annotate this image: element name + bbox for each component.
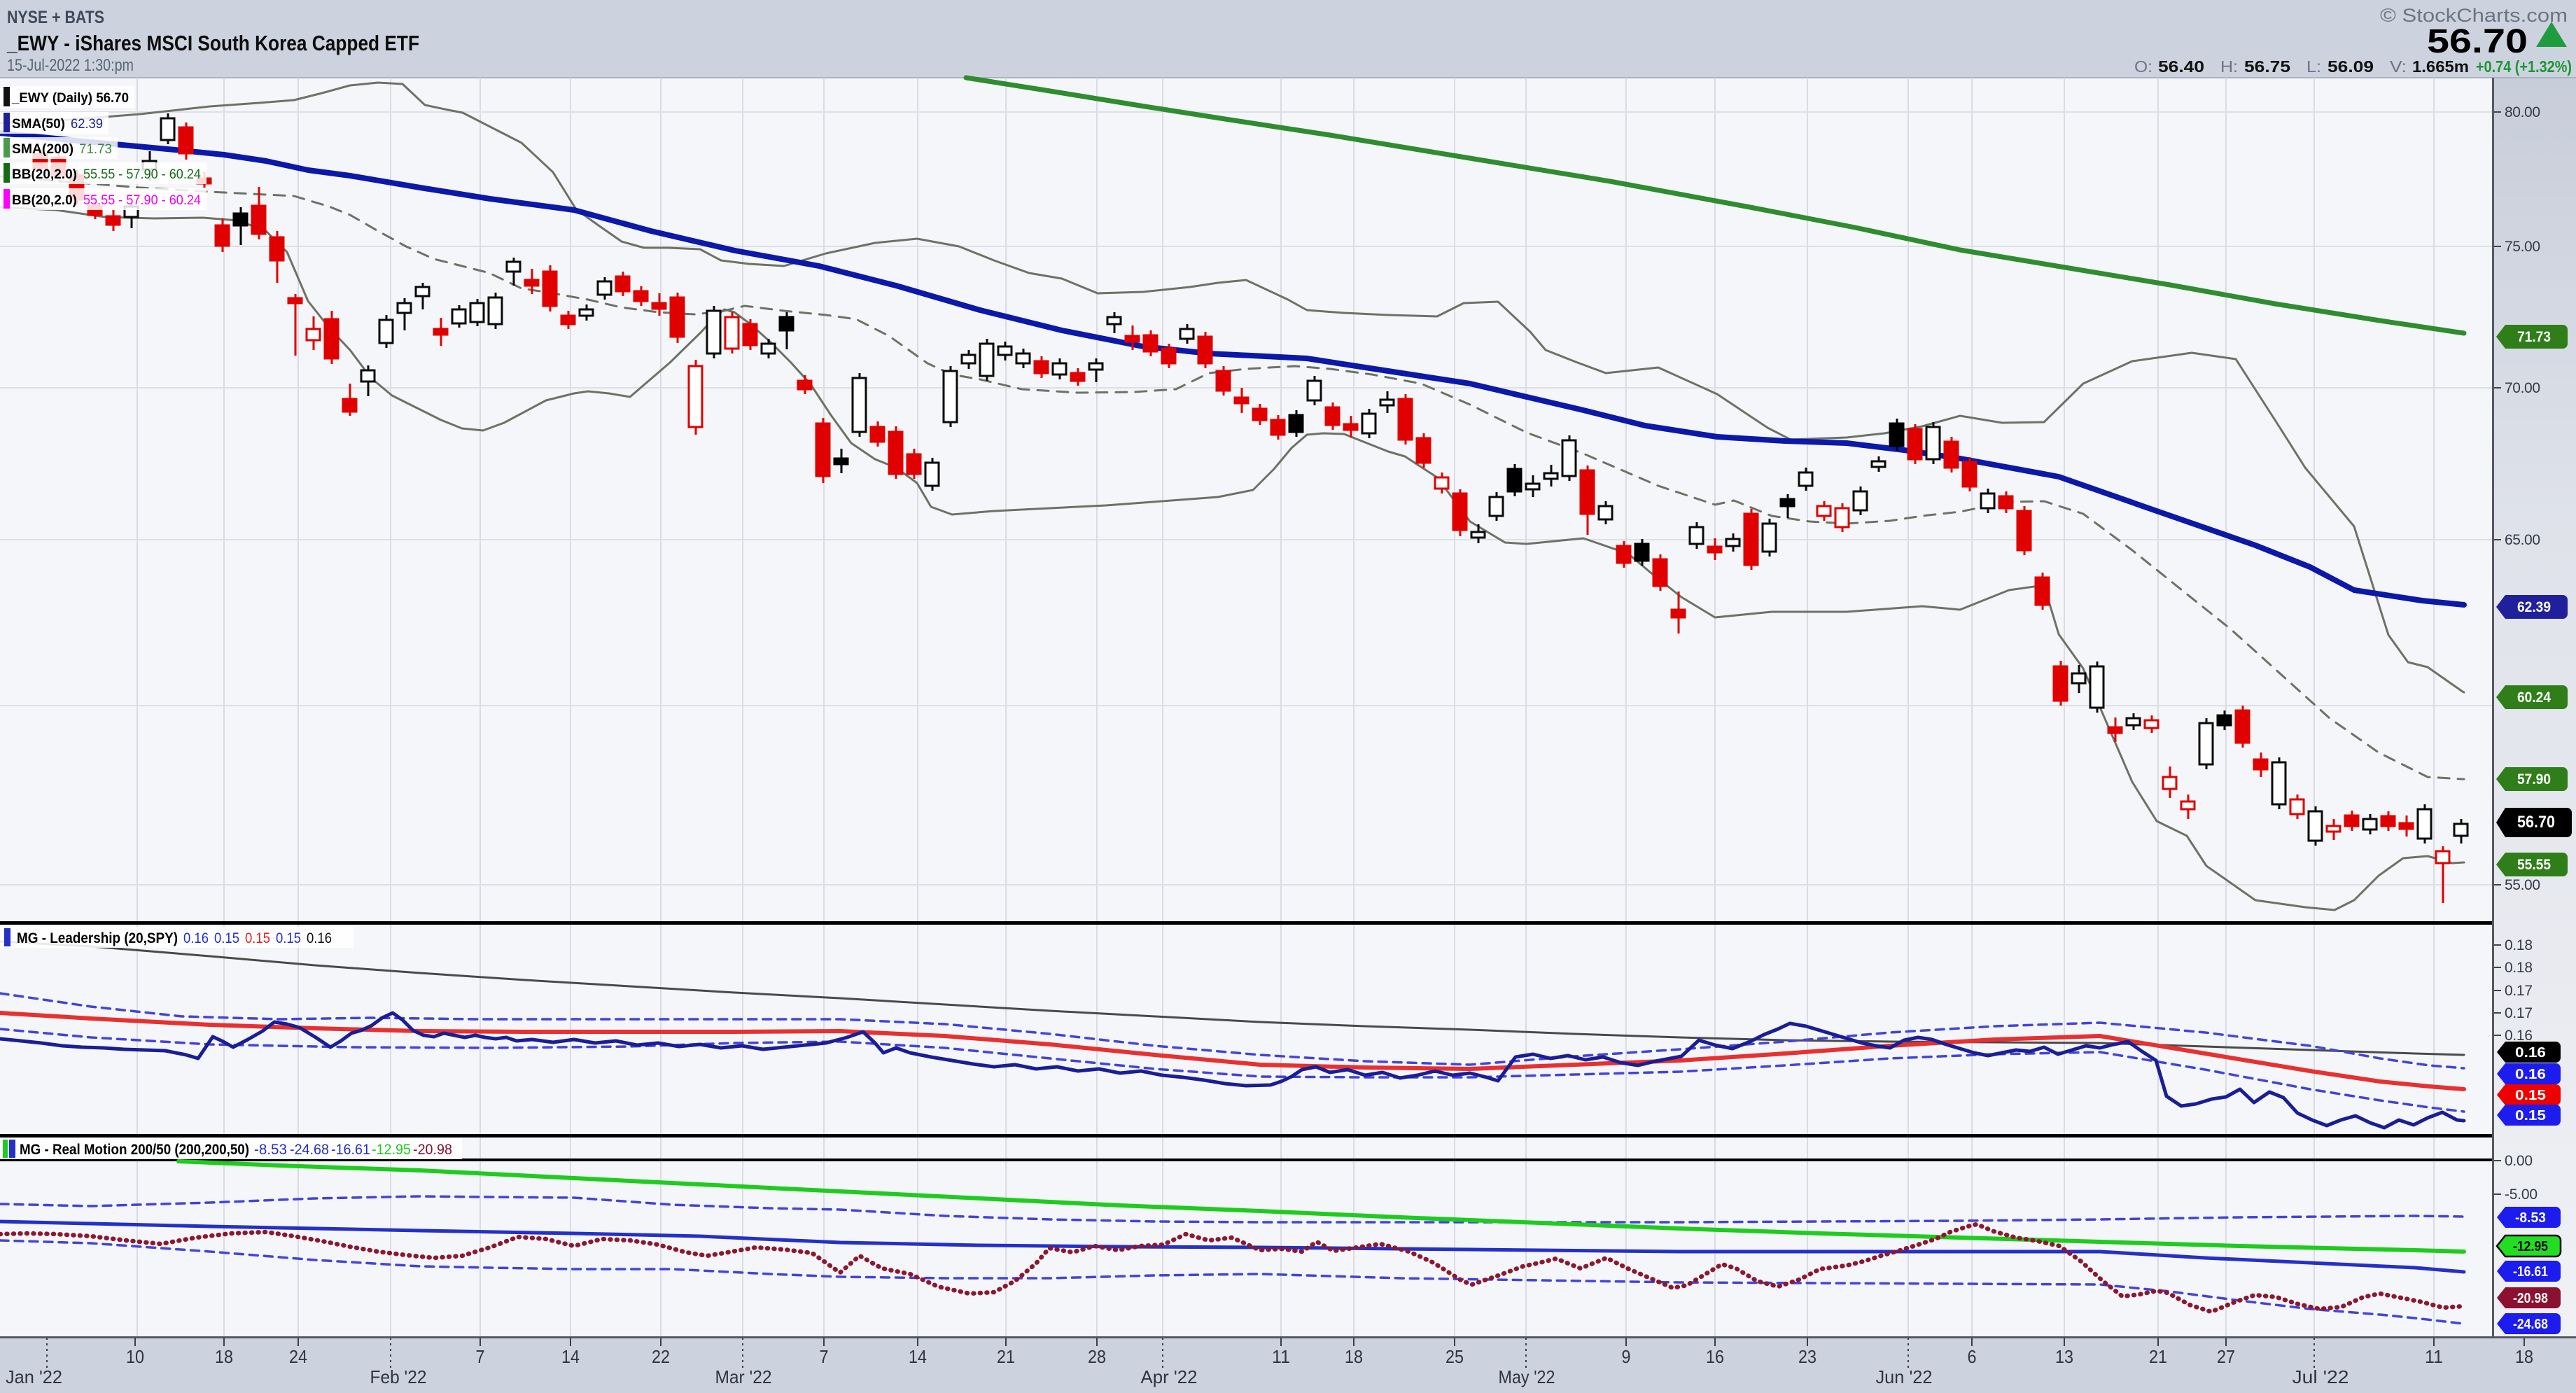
svg-text:24: 24 [289, 1346, 307, 1367]
svg-text:Mar '22: Mar '22 [715, 1366, 772, 1387]
svg-text:18: 18 [215, 1346, 233, 1367]
svg-text:0.16: 0.16 [183, 930, 209, 946]
svg-text:18: 18 [1345, 1346, 1363, 1367]
svg-text:22: 22 [652, 1346, 670, 1367]
svg-text:6: 6 [1968, 1346, 1977, 1367]
svg-text:14: 14 [909, 1346, 927, 1367]
svg-text:71.73: 71.73 [79, 142, 112, 157]
svg-text:55.00: 55.00 [2505, 877, 2540, 893]
svg-text:SMA(200): SMA(200) [12, 142, 74, 157]
svg-text:62.39: 62.39 [2517, 599, 2551, 615]
svg-text:© StockCharts.com: © StockCharts.com [2380, 5, 2568, 26]
svg-text:Feb '22: Feb '22 [370, 1366, 427, 1387]
svg-text:65.00: 65.00 [2505, 532, 2540, 548]
svg-text:0.16: 0.16 [2515, 1067, 2546, 1082]
svg-text:75.00: 75.00 [2505, 239, 2540, 255]
svg-text:28: 28 [1088, 1346, 1106, 1367]
svg-text:13: 13 [2055, 1346, 2073, 1367]
svg-text:+0.74 (+1.32%): +0.74 (+1.32%) [2476, 57, 2572, 76]
svg-text:-12.95: -12.95 [2513, 1239, 2548, 1254]
svg-text:56.09: 56.09 [2328, 57, 2374, 76]
svg-text:11: 11 [2425, 1346, 2443, 1367]
svg-text:60.24: 60.24 [2517, 690, 2551, 706]
svg-text:80.00: 80.00 [2505, 104, 2540, 120]
svg-text:0.15: 0.15 [214, 930, 239, 946]
svg-text:Jul '22: Jul '22 [2292, 1366, 2349, 1387]
svg-text:10: 10 [126, 1346, 144, 1367]
svg-text:56.70: 56.70 [2517, 813, 2555, 832]
svg-text:0.17: 0.17 [2505, 983, 2533, 999]
svg-text:0.15: 0.15 [276, 930, 301, 946]
svg-text:57.90: 57.90 [2517, 771, 2551, 788]
svg-text:14: 14 [561, 1346, 580, 1367]
svg-text:V:: V: [2390, 57, 2407, 76]
svg-text:H:: H: [2220, 57, 2238, 76]
svg-text:0.16: 0.16 [2515, 1045, 2546, 1060]
svg-text:0.17: 0.17 [2505, 1005, 2533, 1021]
svg-text:Apr '22: Apr '22 [1141, 1366, 1198, 1387]
svg-text:0.15: 0.15 [245, 930, 270, 946]
svg-text:-8.53: -8.53 [254, 1142, 287, 1158]
svg-text:0.16: 0.16 [307, 930, 332, 946]
svg-text:21: 21 [997, 1346, 1015, 1367]
svg-text:O:: O: [2134, 57, 2152, 76]
svg-text:L:: L: [2306, 57, 2321, 76]
svg-text:-12.95: -12.95 [372, 1142, 411, 1158]
svg-text:MG - Real Motion 200/50 (200,2: MG - Real Motion 200/50 (200,200,50) [20, 1142, 249, 1158]
svg-text:_EWY (Daily) 56.70: _EWY (Daily) 56.70 [11, 91, 129, 106]
svg-text:0.15: 0.15 [2515, 1108, 2546, 1124]
svg-text:MG - Leadership (20,SPY): MG - Leadership (20,SPY) [17, 930, 178, 946]
svg-text:-5.00: -5.00 [2505, 1186, 2538, 1203]
svg-text:11: 11 [1272, 1346, 1290, 1367]
svg-text:-20.98: -20.98 [413, 1142, 452, 1158]
svg-text:-16.61: -16.61 [2513, 1264, 2548, 1280]
svg-text:23: 23 [1798, 1346, 1816, 1367]
svg-text:SMA(50): SMA(50) [12, 117, 65, 132]
svg-text:BB(20,2.0): BB(20,2.0) [12, 167, 77, 182]
svg-text:21: 21 [2149, 1346, 2167, 1367]
svg-text:55.55 - 57.90 - 60.24: 55.55 - 57.90 - 60.24 [83, 193, 201, 208]
svg-text:Jan '22: Jan '22 [6, 1366, 62, 1387]
svg-text:7: 7 [820, 1346, 829, 1367]
svg-text:16: 16 [1706, 1346, 1724, 1367]
svg-text:9: 9 [1622, 1346, 1631, 1367]
svg-text:-24.68: -24.68 [290, 1142, 329, 1158]
svg-text:0.15: 0.15 [2515, 1088, 2546, 1103]
svg-text:-20.98: -20.98 [2513, 1291, 2548, 1306]
svg-text:55.55: 55.55 [2517, 857, 2551, 873]
svg-text:18: 18 [2515, 1346, 2533, 1367]
svg-text:NYSE + BATS: NYSE + BATS [7, 8, 104, 27]
svg-text:27: 27 [2217, 1346, 2235, 1367]
svg-text:-16.61: -16.61 [331, 1142, 370, 1158]
svg-text:7: 7 [476, 1346, 485, 1367]
svg-text:25: 25 [1446, 1346, 1464, 1367]
svg-text:May '22: May '22 [1499, 1366, 1555, 1387]
svg-text:55.55 - 57.90 - 60.24: 55.55 - 57.90 - 60.24 [83, 167, 201, 182]
svg-text:56.40: 56.40 [2158, 57, 2204, 76]
svg-text:Jun '22: Jun '22 [1876, 1366, 1933, 1387]
svg-text:1.665m: 1.665m [2412, 57, 2469, 76]
svg-text:-24.68: -24.68 [2513, 1317, 2548, 1332]
svg-text:BB(20,2.0): BB(20,2.0) [12, 193, 77, 208]
svg-text:-8.53: -8.53 [2515, 1210, 2546, 1226]
svg-text:56.75: 56.75 [2244, 57, 2290, 76]
svg-text:_EWY - iShares MSCI South Kore: _EWY - iShares MSCI South Korea Capped E… [6, 31, 419, 55]
svg-text:15-Jul-2022 1:30:pm: 15-Jul-2022 1:30:pm [7, 56, 134, 75]
svg-text:0.00: 0.00 [2505, 1153, 2533, 1169]
svg-text:56.70: 56.70 [2427, 23, 2528, 60]
svg-text:0.18: 0.18 [2505, 937, 2533, 953]
svg-text:71.73: 71.73 [2517, 329, 2551, 345]
svg-text:70.00: 70.00 [2505, 380, 2540, 396]
svg-text:62.39: 62.39 [71, 117, 103, 132]
svg-text:0.16: 0.16 [2505, 1028, 2533, 1044]
svg-text:0.18: 0.18 [2505, 960, 2533, 976]
